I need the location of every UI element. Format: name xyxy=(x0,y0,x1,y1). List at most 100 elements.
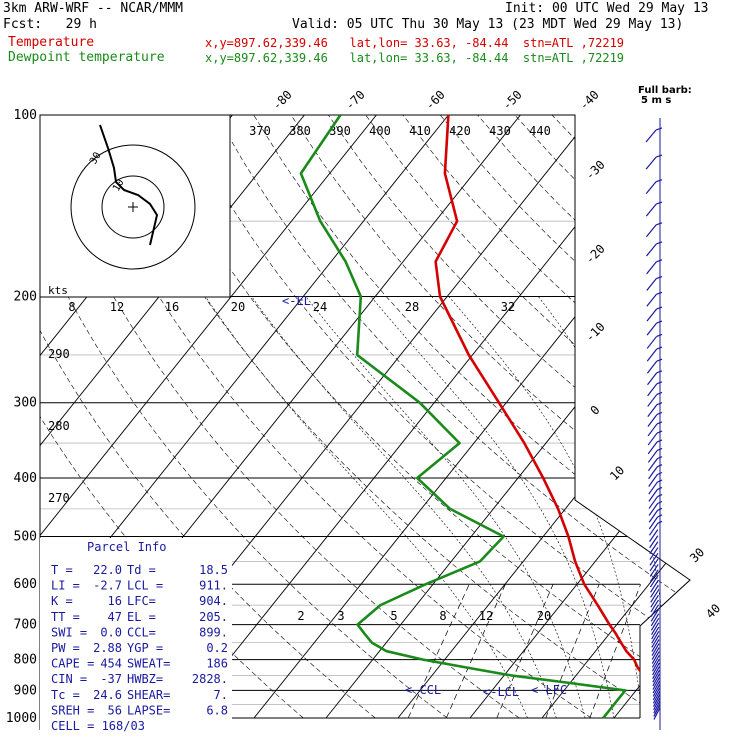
wind-barb xyxy=(650,617,660,631)
wind-barb-flag xyxy=(656,291,663,295)
temperature-tick-label: -50 xyxy=(500,88,525,113)
wind-barb-flag xyxy=(656,306,663,310)
barb-label-units: 5 m s xyxy=(641,95,671,106)
hodograph-tick-label: 20 xyxy=(231,300,245,314)
wind-barb xyxy=(647,383,658,397)
dry-adiabat xyxy=(66,115,592,719)
parcel-info-value: SWEAT= xyxy=(127,657,170,671)
wind-barb xyxy=(651,635,660,648)
isotherm xyxy=(40,115,377,719)
wind-barb xyxy=(647,423,658,437)
theta-label: 410 xyxy=(409,124,431,138)
wind-barb-flag xyxy=(657,514,663,518)
wind-barb xyxy=(652,687,661,701)
wind-barb-flag xyxy=(656,275,663,280)
wind-barb xyxy=(650,579,659,593)
wind-barb-flag xyxy=(657,500,663,505)
dry-adiabat xyxy=(701,115,740,718)
wind-barb-flag xyxy=(656,447,663,451)
temperature-tick-label: -20 xyxy=(583,242,608,267)
wind-barb xyxy=(645,224,657,238)
dry-adiabat xyxy=(141,115,690,719)
parcel-info-value: TT = xyxy=(51,610,80,624)
wind-barb-flag xyxy=(656,430,663,434)
isotherm xyxy=(397,115,690,719)
parcel-info-value: EL = xyxy=(127,610,156,624)
parcel-info-value: SREH = xyxy=(51,703,94,717)
hodograph-ring-inner xyxy=(101,175,165,239)
mixing-ratio-line xyxy=(545,584,600,719)
mixing-ratio-line xyxy=(407,584,470,719)
dry-adiabat xyxy=(514,115,690,719)
wind-barb xyxy=(651,658,660,672)
barb-label: Full barb: xyxy=(638,85,692,96)
wind-barb-flag xyxy=(655,201,663,205)
dry-adiabat xyxy=(328,115,690,719)
dry-adiabat xyxy=(626,115,690,719)
parcel-info-value: HWBZ= xyxy=(127,672,163,686)
parcel-info-value: 47 xyxy=(108,610,122,624)
pressure-tick-label: 1000 xyxy=(6,711,37,726)
wind-barb-flag xyxy=(656,381,663,385)
isotherm xyxy=(253,115,690,719)
wind-barb xyxy=(651,647,660,660)
hodograph-units: kts xyxy=(48,284,68,297)
wind-barb-flag xyxy=(656,259,663,263)
mixing-ratio-label: 2 xyxy=(297,609,304,623)
temperature-tick-label: -70 xyxy=(343,88,368,113)
mixing-ratio-label: 12 xyxy=(479,609,493,623)
wind-barb xyxy=(647,441,658,455)
wind-barb-flag xyxy=(657,464,663,468)
pressure-tick-label: 600 xyxy=(14,577,37,592)
wind-barb xyxy=(651,630,660,644)
moist-adiabat xyxy=(448,296,644,719)
parcel-info-value: 16 xyxy=(108,594,122,608)
dry-adiabat xyxy=(253,115,690,719)
parcel-info-value: PW = xyxy=(51,641,80,655)
temperature-tick-label: -80 xyxy=(270,88,295,113)
wind-barb xyxy=(647,458,658,472)
wind-barb-flag xyxy=(655,127,663,131)
wind-barb xyxy=(652,677,661,690)
parcel-info-value: -37 xyxy=(100,672,122,686)
dewpoint-location: x,y=897.62,339.46 lat,lon= 33.63, -84.44… xyxy=(205,51,625,65)
parcel-info-value: SHEAR= xyxy=(127,688,170,702)
wind-barb xyxy=(651,643,660,656)
wind-barb xyxy=(653,694,661,707)
temperature-tick-label: 0 xyxy=(588,403,603,418)
wind-barb xyxy=(652,670,660,683)
dry-adiabat xyxy=(216,115,690,719)
wind-barb xyxy=(649,541,659,555)
mixing-ratio-label: 8 xyxy=(439,609,446,623)
parcel-info-value: CCL= xyxy=(127,625,156,639)
theta-label: 400 xyxy=(369,124,391,138)
parcel-info-value: 22.0 xyxy=(93,563,122,577)
wind-barb xyxy=(650,608,660,622)
wind-barb xyxy=(651,639,660,652)
dry-adiabat xyxy=(40,115,448,719)
wind-barb xyxy=(646,360,658,374)
temperature-tick-label: 30 xyxy=(687,545,707,565)
wind-barb-flag xyxy=(656,222,663,226)
mixing-ratio-line xyxy=(496,584,554,719)
parcel-info-value: Tc = xyxy=(51,688,80,702)
parcel-info-value: T = xyxy=(51,563,73,577)
parcel-info-value: -2.7 xyxy=(93,579,122,593)
parcel-info-value: 911. xyxy=(199,579,228,593)
wind-barb xyxy=(647,414,658,427)
wind-barb-flag xyxy=(657,471,663,476)
dry-adiabat xyxy=(551,115,690,719)
wind-barb xyxy=(646,348,658,362)
parcel-info-value: 205. xyxy=(199,610,228,624)
el-marker: <-EL xyxy=(282,294,311,308)
wind-barb-flag xyxy=(657,479,663,483)
wind-barb xyxy=(646,322,658,336)
wind-barb xyxy=(648,496,658,509)
theta-label: 370 xyxy=(249,124,271,138)
init-time: Init: 00 UTC Wed 29 May 13 xyxy=(505,1,709,16)
parcel-info-value: 24.6 xyxy=(93,688,122,702)
wind-barb xyxy=(647,450,658,463)
wind-barb xyxy=(650,604,660,617)
wind-barb xyxy=(653,700,661,714)
